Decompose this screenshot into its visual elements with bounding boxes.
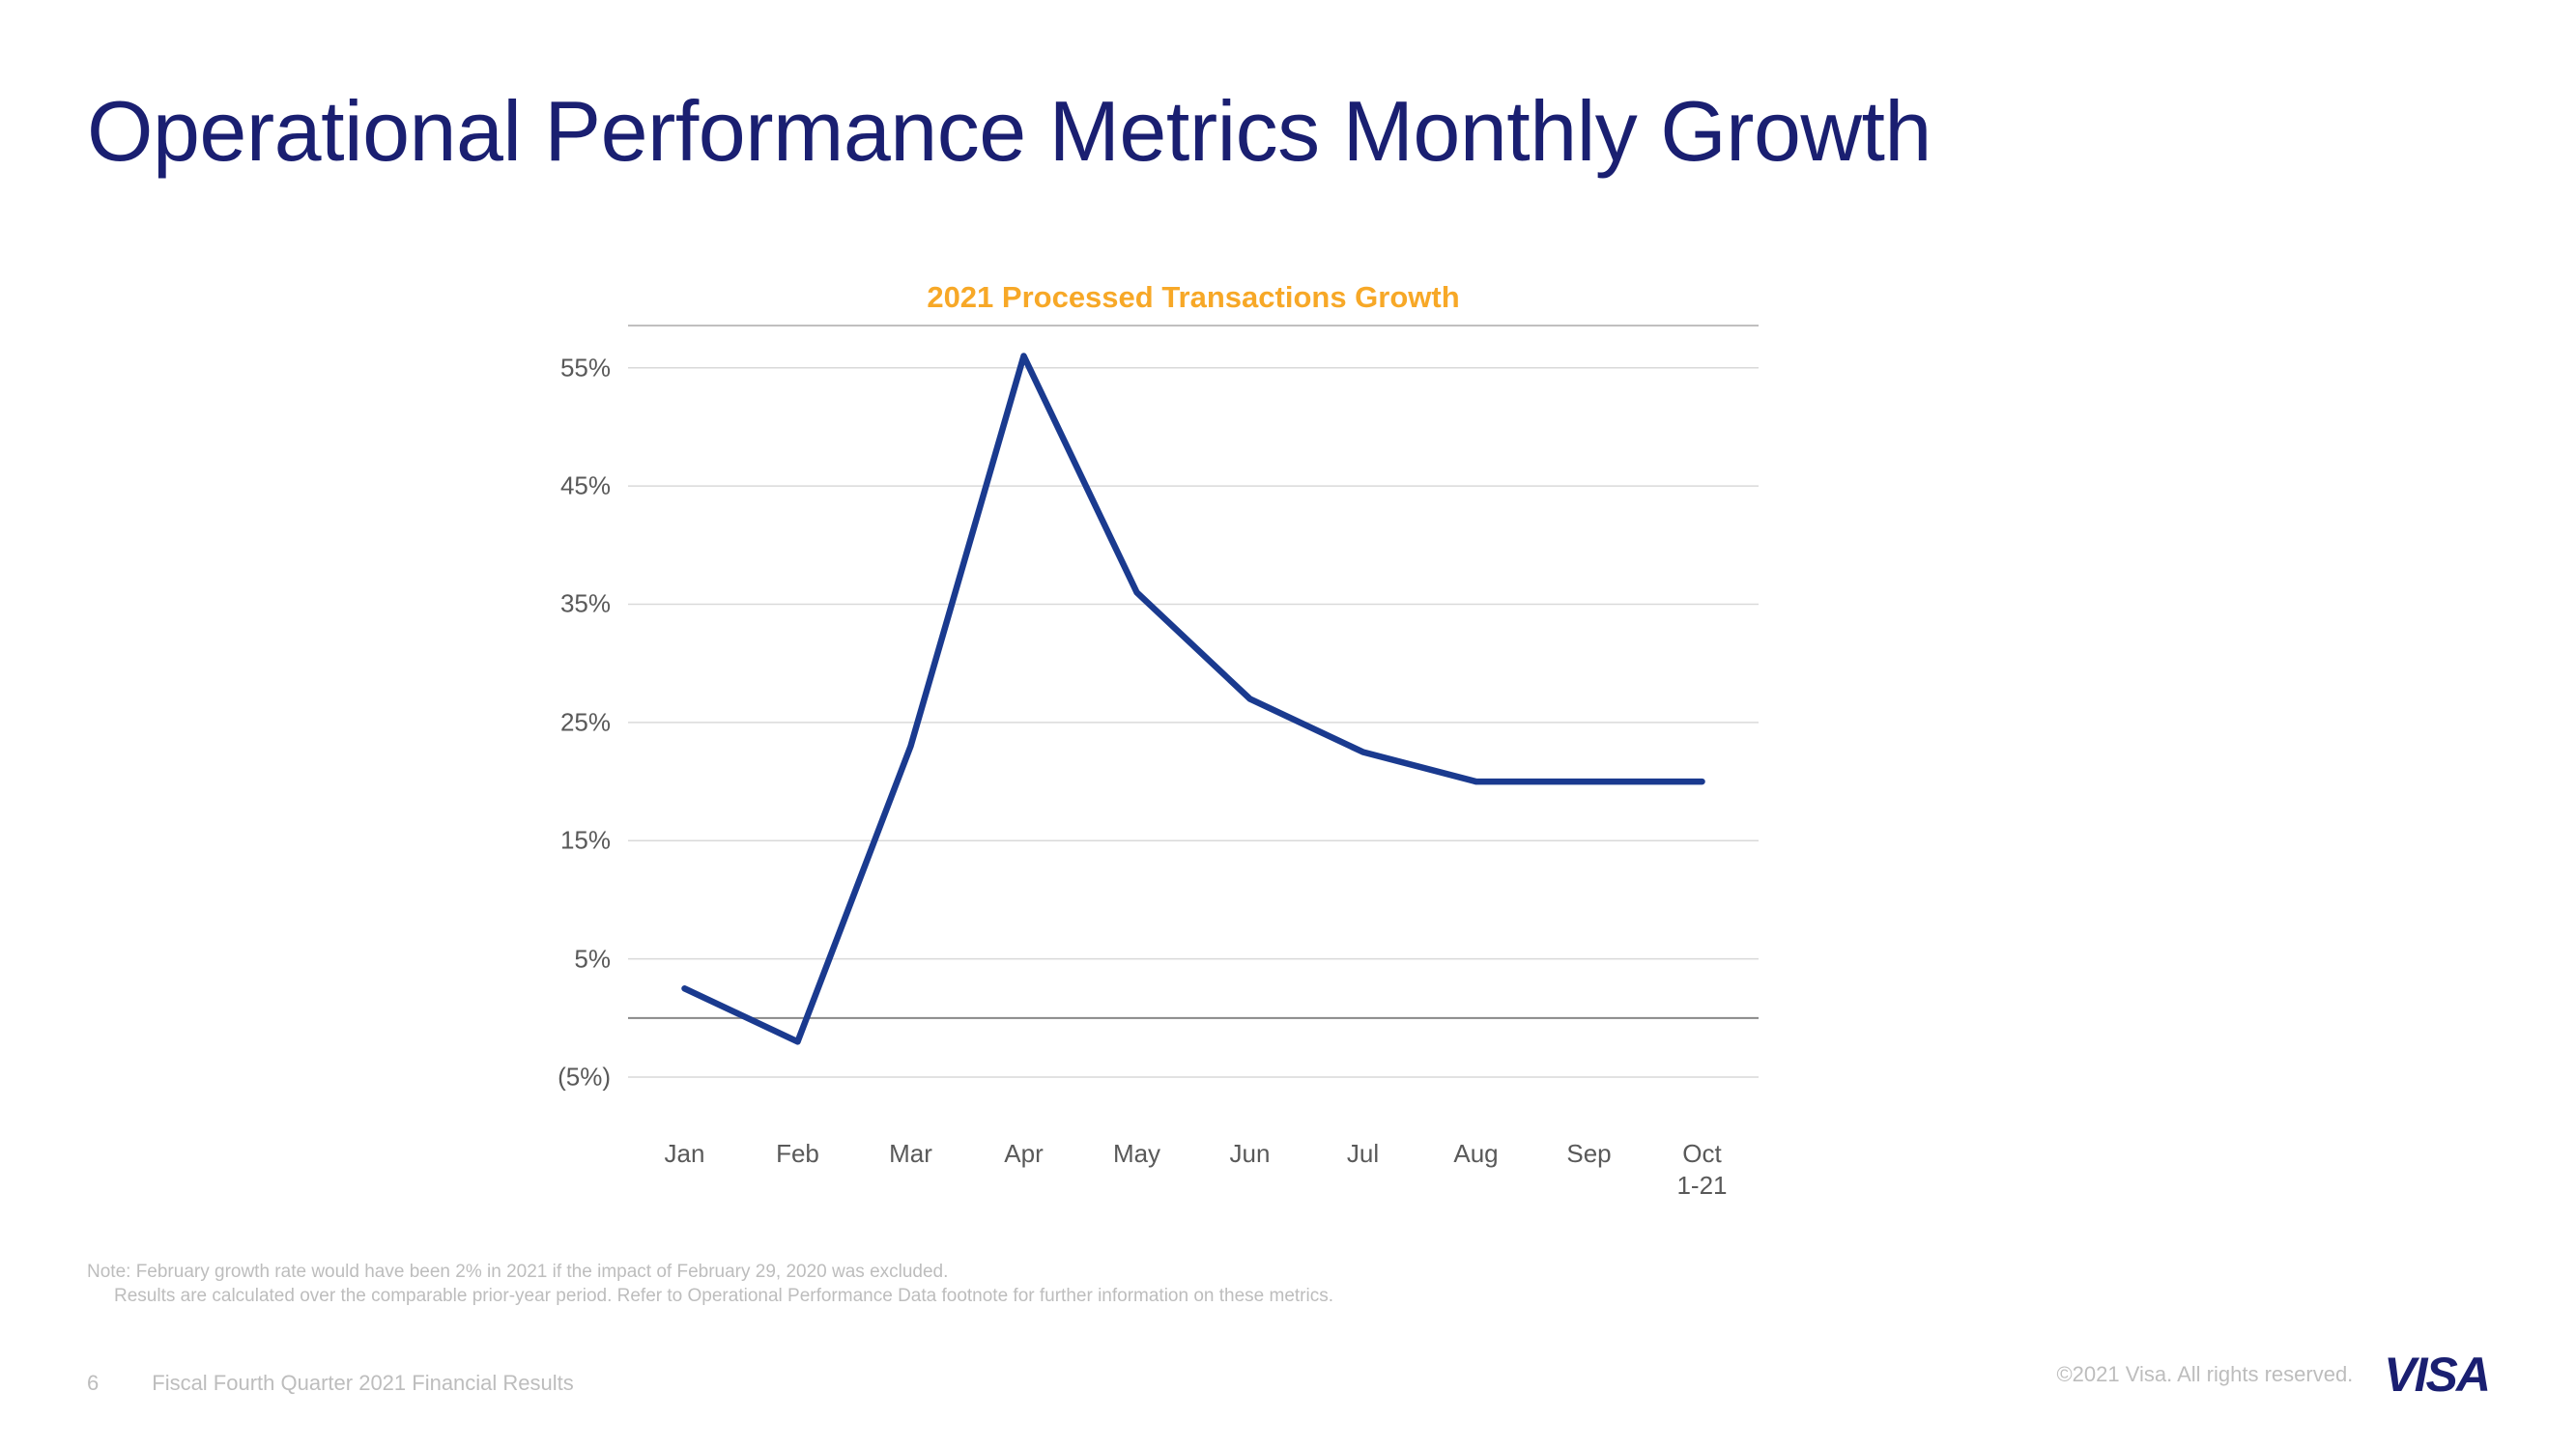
y-tick-label: 5%: [574, 944, 611, 974]
y-tick-label: 25%: [560, 707, 611, 737]
x-axis-labels: JanFebMarAprMayJunJulAugSepOct 1-21: [628, 1138, 1759, 1201]
y-tick-label: 55%: [560, 353, 611, 383]
x-tick-label: Oct 1-21: [1646, 1138, 1759, 1201]
footnote: Note: February growth rate would have be…: [87, 1260, 1333, 1309]
line-chart-svg: [628, 332, 1759, 1124]
y-tick-label: 45%: [560, 471, 611, 501]
chart-title: 2021 Processed Transactions Growth: [628, 280, 1759, 325]
chart-container: 2021 Processed Transactions Growth (5%)5…: [628, 280, 1759, 1201]
chart-plot-area: (5%)5%15%25%35%45%55%: [628, 332, 1759, 1124]
chart-title-rule: [628, 325, 1759, 327]
x-tick-label: Jun: [1193, 1138, 1306, 1201]
x-tick-label: Feb: [741, 1138, 854, 1201]
x-tick-label: May: [1080, 1138, 1193, 1201]
doc-title: Fiscal Fourth Quarter 2021 Financial Res…: [152, 1371, 574, 1396]
x-tick-label: Sep: [1532, 1138, 1646, 1201]
copyright: ©2021 Visa. All rights reserved.: [2056, 1362, 2353, 1387]
page-number: 6: [87, 1371, 99, 1396]
y-tick-label: (5%): [558, 1063, 611, 1093]
slide-title: Operational Performance Metrics Monthly …: [87, 82, 1932, 181]
y-tick-label: 35%: [560, 589, 611, 619]
x-tick-label: Jul: [1306, 1138, 1419, 1201]
y-tick-label: 15%: [560, 826, 611, 856]
footer-left: 6 Fiscal Fourth Quarter 2021 Financial R…: [87, 1371, 574, 1396]
x-tick-label: Jan: [628, 1138, 741, 1201]
x-tick-label: Apr: [967, 1138, 1080, 1201]
visa-logo: VISA: [2384, 1347, 2489, 1403]
footnote-line-2: Results are calculated over the comparab…: [87, 1284, 1333, 1309]
footer-right: ©2021 Visa. All rights reserved. VISA: [2056, 1347, 2489, 1403]
footnote-line-1: Note: February growth rate would have be…: [87, 1260, 1333, 1285]
x-tick-label: Aug: [1419, 1138, 1532, 1201]
x-tick-label: Mar: [854, 1138, 967, 1201]
